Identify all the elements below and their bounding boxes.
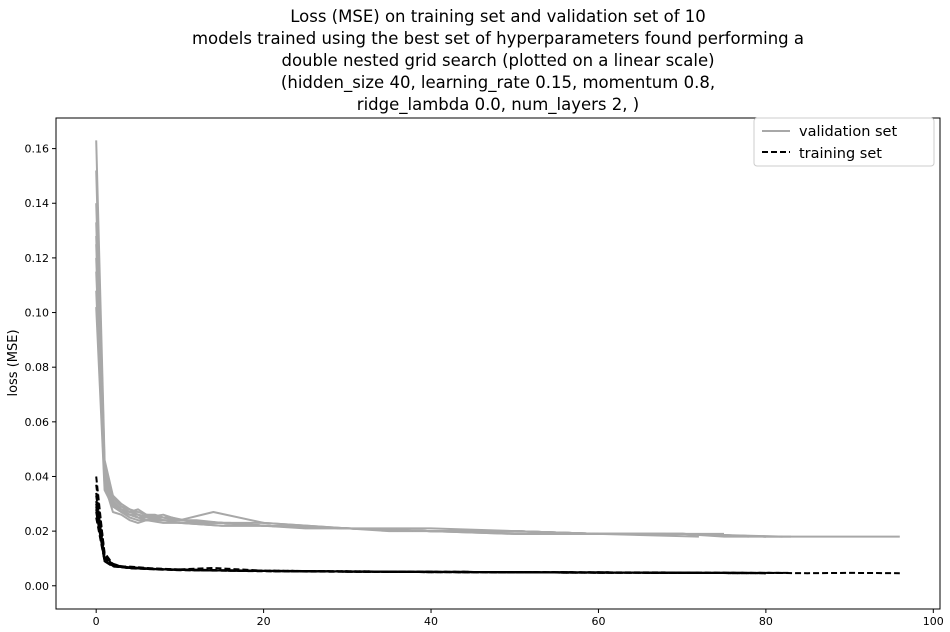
y-axis-label: loss (MSE): [6, 329, 21, 396]
validation-series-line-6: [95, 290, 766, 538]
chart-title-line-1: Loss (MSE) on training set and validatio…: [290, 7, 706, 26]
chart-title: Loss (MSE) on training set and validatio…: [192, 7, 804, 115]
validation-series-line-2: [95, 257, 766, 538]
chart-title-line-2: models trained using the best set of hyp…: [192, 29, 804, 48]
x-tick-label: 40: [424, 615, 438, 628]
y-tick-label: 0.06: [25, 416, 50, 429]
y-tick-label: 0.02: [25, 525, 50, 538]
training-series-line-19: [95, 511, 766, 575]
y-tick-label: 0.12: [25, 252, 50, 265]
chart-title-line-5: ridge_lambda 0.0, num_layers 2, ): [357, 95, 639, 115]
x-tick-label: 80: [759, 615, 773, 628]
x-tick-label: 60: [591, 615, 605, 628]
validation-series-line-5: [95, 271, 699, 538]
validation-series-line-8: [95, 244, 783, 538]
x-tick-label: 0: [93, 615, 100, 628]
y-tick-label: 0.10: [25, 307, 50, 320]
legend-box: [753, 117, 935, 167]
training-series-line-18: [95, 503, 783, 574]
training-series-line-15: [95, 492, 699, 574]
chart-title-line-4: (hidden_size 40, learning_rate 0.15, mom…: [281, 73, 715, 93]
y-tick-label: 0.00: [25, 580, 50, 593]
validation-series-line-3: [95, 307, 750, 538]
training-series-line-13: [95, 517, 750, 574]
legend-training-label: training set: [799, 146, 882, 162]
validation-series-line-4: [95, 170, 724, 535]
x-axis: 0 20 40 60 80 100: [93, 609, 944, 628]
y-tick-label: 0.14: [25, 197, 50, 210]
series-group: [95, 140, 900, 575]
legend-validation-label: validation set: [799, 124, 897, 140]
plot-area-frame: [55, 117, 941, 610]
validation-series-line-7: [95, 203, 666, 535]
validation-series-line-9: [95, 222, 766, 538]
chart-title-line-3: double nested grid search (plotted on a …: [281, 51, 714, 70]
x-tick-label: 100: [923, 615, 944, 628]
y-axis: 0.00 0.02 0.04 0.06 0.08 0.10 0.12 0.14 0.16: [25, 143, 56, 593]
y-tick-label: 0.16: [25, 143, 50, 156]
legend: validation set training set: [753, 117, 935, 167]
validation-series-line-0: [95, 140, 900, 538]
validation-series-line-1: [95, 235, 791, 538]
y-tick-label: 0.04: [25, 470, 50, 483]
training-series-line-12: [95, 509, 766, 575]
x-tick-label: 20: [257, 615, 271, 628]
y-tick-label: 0.08: [25, 361, 50, 374]
